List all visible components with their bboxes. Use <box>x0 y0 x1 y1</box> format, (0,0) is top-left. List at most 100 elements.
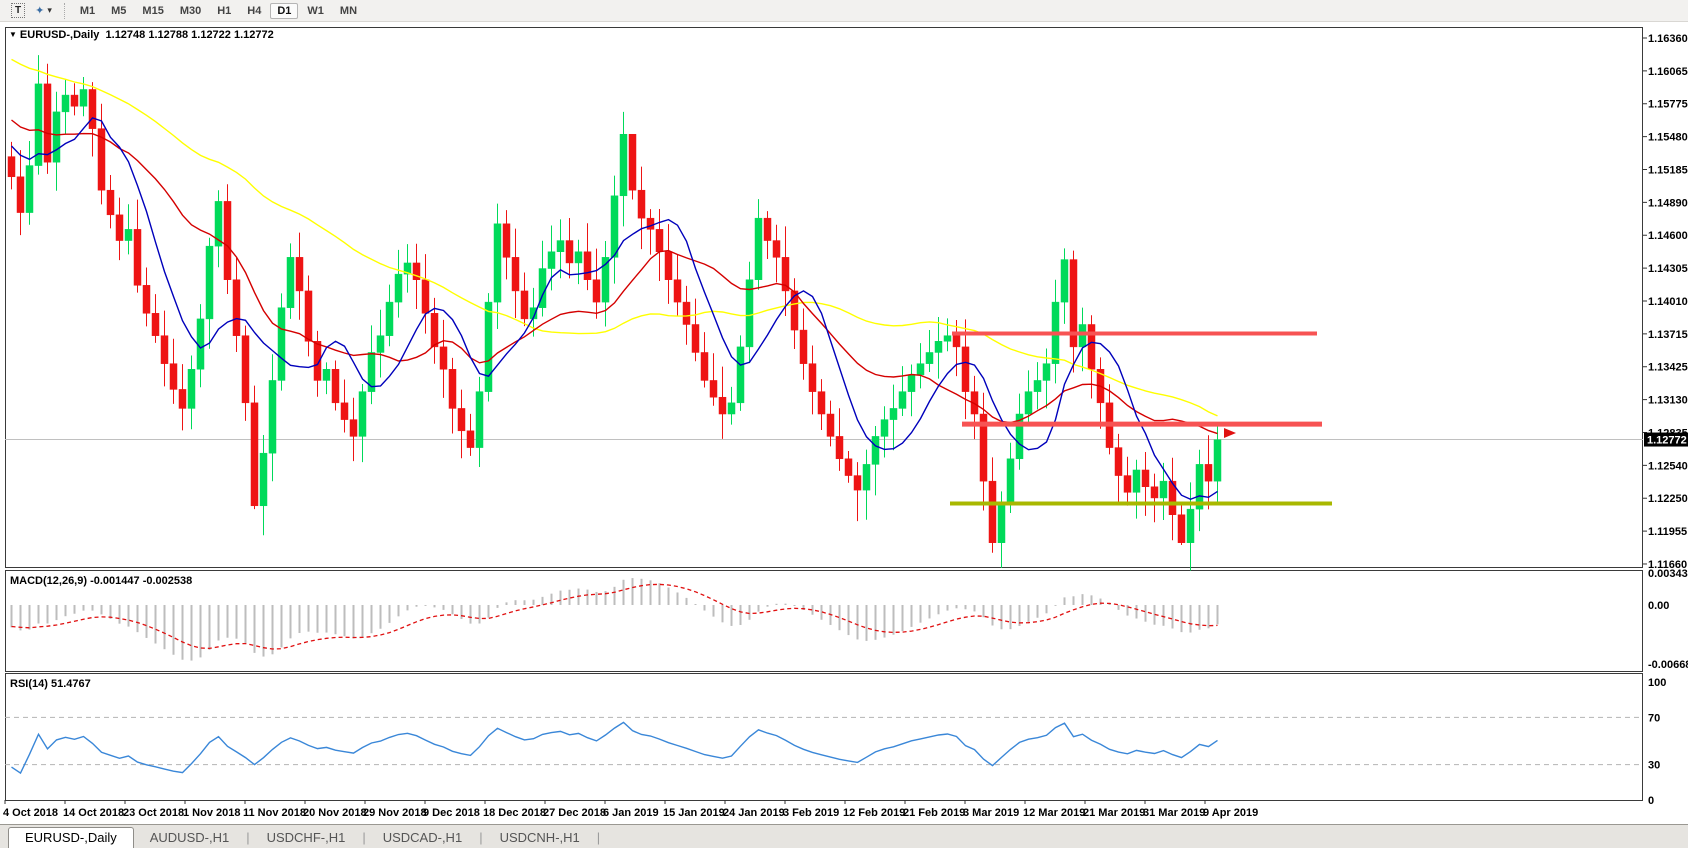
candle-body <box>277 307 286 381</box>
candle-body <box>1060 259 1069 303</box>
candle-body <box>97 128 106 191</box>
timeframe-button-w1[interactable]: W1 <box>307 4 324 17</box>
candle-body <box>871 436 880 465</box>
candle-body <box>439 346 448 370</box>
rsi-axis-label: 30 <box>1648 760 1660 772</box>
price-axis-label: 1.11660 <box>1648 559 1687 571</box>
date-axis-label: 1 Nov 2018 <box>183 807 240 819</box>
timeframe-button-h1[interactable]: H1 <box>217 4 232 17</box>
candle-body <box>565 240 574 264</box>
candle-body <box>718 396 727 415</box>
price-axis-label: 1.14305 <box>1648 263 1688 275</box>
rsi-axis-label: 0 <box>1648 795 1654 807</box>
timeframe-button-d1[interactable]: D1 <box>270 2 299 19</box>
chart-tab-audusd-h1[interactable]: AUDUSD-,H1 <box>149 830 230 845</box>
candle-body <box>1150 486 1159 499</box>
candle-body <box>151 313 160 336</box>
candle-body <box>502 223 511 258</box>
chart-tab-usdcnh-h1[interactable]: USDCNH-,H1 <box>499 830 580 845</box>
candle-body <box>700 352 709 381</box>
candle-body <box>799 329 808 364</box>
toolbar: T ✦ ▾ M1 M5 M15 M30 H1 H4 D1 W1 MN <box>0 0 1688 22</box>
candle-body <box>574 251 583 264</box>
date-axis-label: 11 Nov 2018 <box>243 807 306 819</box>
timeframe-button-m15[interactable]: M15 <box>142 4 164 17</box>
style-tool-icon: ✦ <box>35 5 45 17</box>
date-axis-label: 3 Mar 2019 <box>963 807 1019 819</box>
price-axis-label: 1.15185 <box>1648 164 1688 176</box>
candle-body <box>592 279 601 303</box>
rsi-name: RSI(14) <box>10 678 48 690</box>
candle-body <box>457 408 466 432</box>
timeframe-button-mn[interactable]: MN <box>339 4 358 17</box>
candle-body <box>313 341 322 381</box>
price-axis-label: 1.16065 <box>1648 66 1688 78</box>
candle-body <box>682 301 691 325</box>
candle-body <box>259 452 268 507</box>
tab-separator: | <box>479 830 483 845</box>
candle-body <box>745 279 754 348</box>
timeframe-button-m1[interactable]: M1 <box>79 4 96 17</box>
date-axis-label: 9 Dec 2018 <box>423 807 480 819</box>
candle-body <box>358 391 367 437</box>
price-axis-label: 1.14600 <box>1648 230 1688 242</box>
candle-body <box>52 111 61 163</box>
candle-body <box>547 251 556 269</box>
timeframe-button-m5[interactable]: M5 <box>111 4 127 17</box>
ma-line-mid <box>11 119 1218 435</box>
candle-body <box>1141 469 1150 488</box>
candle-body <box>988 480 997 543</box>
candle-body <box>925 352 934 364</box>
candle-body <box>673 279 682 303</box>
date-axis-label: 4 Oct 2018 <box>3 807 58 819</box>
candle-body <box>205 245 214 320</box>
date-axis-label: 21 Mar 2019 <box>1083 807 1145 819</box>
candle-body <box>34 83 43 166</box>
date-axis-label: 6 Jan 2019 <box>603 807 659 819</box>
candle-body <box>430 313 439 348</box>
candle-body <box>853 475 862 491</box>
candle-body <box>862 464 871 491</box>
price-axis-label: 1.15775 <box>1648 99 1688 111</box>
rsi-line <box>11 721 1218 775</box>
ma-line-slow <box>11 58 1218 417</box>
timeframe-button-m30[interactable]: M30 <box>179 4 202 17</box>
price-arrow-marker[interactable] <box>1224 428 1236 439</box>
chart-canvas[interactable]: 1.16360 1.16065 1.15775 1.15480 1.15185 1.148… <box>0 0 1688 824</box>
macd-axis-label: -0.006686 <box>1648 659 1688 671</box>
text-tool-icon: T <box>11 3 26 18</box>
candle-body <box>250 402 259 507</box>
chart-tab-usdcad-h1[interactable]: USDCAD-,H1 <box>382 830 463 845</box>
candle-body <box>529 307 538 320</box>
text-tool-button[interactable]: T <box>6 2 30 20</box>
candle-body <box>349 419 358 437</box>
candle-body <box>403 262 412 275</box>
candle-body <box>1195 464 1204 510</box>
candle-body <box>133 229 142 286</box>
chart-tab-eurusd-daily[interactable]: EURUSD-,Daily <box>8 827 134 848</box>
date-axis-label: 27 Dec 2018 <box>543 807 606 819</box>
candle-body <box>286 257 295 308</box>
macd-axis-label: 0.003431 <box>1648 568 1688 580</box>
candle-body <box>916 363 925 376</box>
candle-body <box>475 391 484 448</box>
price-axis-label: 1.11955 <box>1648 526 1687 538</box>
candle-body <box>25 165 34 213</box>
timeframe-button-h4[interactable]: H4 <box>247 4 262 17</box>
price-axis-label: 1.13130 <box>1648 395 1688 407</box>
style-tool-button[interactable]: ✦ ▾ <box>30 2 57 20</box>
candle-body <box>790 290 799 331</box>
chart-tabbar: EURUSD-,Daily AUDUSD-,H1 | USDCHF-,H1 | USDCA… <box>0 824 1688 848</box>
chart-tab-usdchf-h1[interactable]: USDCHF-,H1 <box>266 830 346 845</box>
candle-body <box>331 369 340 404</box>
price-axis-label: 1.15480 <box>1648 132 1688 144</box>
candle-body <box>1114 447 1123 476</box>
candle-body <box>1213 439 1222 482</box>
candle-body <box>340 402 349 420</box>
date-axis-label: 31 Mar 2019 <box>1143 807 1205 819</box>
date-axis-label: 12 Feb 2019 <box>843 807 905 819</box>
candle-body <box>466 430 475 448</box>
candle-body <box>826 413 835 437</box>
candle-body <box>232 279 241 336</box>
candle-body <box>970 391 979 415</box>
